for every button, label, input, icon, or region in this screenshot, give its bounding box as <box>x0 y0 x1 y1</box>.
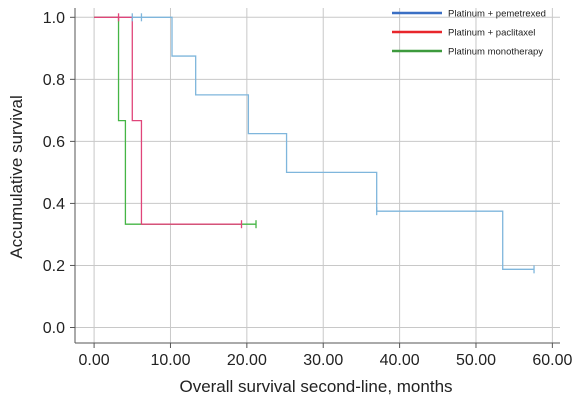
censor-marks <box>117 13 535 274</box>
x-tick-label: 0.00 <box>79 352 110 369</box>
series-lines <box>94 16 535 270</box>
axes: 0.00 10.00 20.00 30.00 40.00 50.00 60.00 0.0 0.2… <box>43 8 572 369</box>
legend-label: Platinum + paclitaxel <box>448 28 535 39</box>
y-tick-label: 0.6 <box>43 134 65 151</box>
grid <box>75 8 560 343</box>
x-tick-label: 60.00 <box>532 352 572 369</box>
series-line <box>94 16 535 270</box>
y-axis-title: Accumulative survival <box>7 95 26 258</box>
x-tick-label: 50.00 <box>456 352 496 369</box>
series-line <box>94 16 242 225</box>
x-tick-label: 20.00 <box>227 352 267 369</box>
legend: Platinum + pemetrexed Platinum + paclitax… <box>392 9 546 58</box>
y-tick-label: 0.0 <box>43 320 65 337</box>
x-axis-title: Overall survival second-line, months <box>179 377 452 396</box>
y-tick-label: 0.4 <box>43 196 65 213</box>
legend-label: Platinum + pemetrexed <box>448 9 546 20</box>
y-tick-label: 0.8 <box>43 72 65 89</box>
x-tick-label: 40.00 <box>380 352 420 369</box>
y-tick-label: 0.2 <box>43 258 65 275</box>
x-tick-label: 10.00 <box>150 352 190 369</box>
x-tick-label: 30.00 <box>303 352 343 369</box>
y-tick-label: 1.0 <box>43 10 65 27</box>
legend-label: Platinum monotherapy <box>448 47 543 58</box>
